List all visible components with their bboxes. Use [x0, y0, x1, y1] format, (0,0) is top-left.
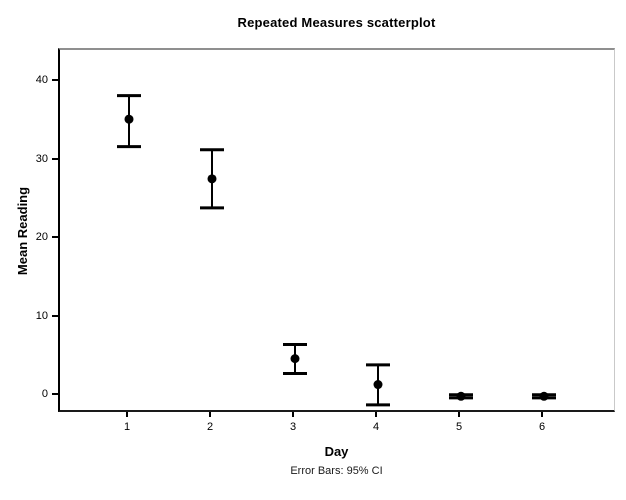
- error-bar-point: [200, 148, 224, 210]
- mean-marker: [207, 174, 217, 184]
- x-tick-mark: [458, 412, 460, 417]
- y-tick-label: 10: [35, 309, 48, 322]
- x-tick-label: 6: [538, 421, 546, 433]
- y-tick-mark: [52, 236, 58, 239]
- mean-marker: [373, 380, 383, 390]
- mean-marker: [124, 114, 134, 124]
- error-bar-point: [117, 94, 141, 149]
- y-tick-label: 0: [41, 388, 48, 401]
- x-tick-label: 4: [372, 421, 380, 433]
- x-tick-mark: [209, 412, 211, 417]
- y-tick-mark: [52, 393, 58, 396]
- x-tick-label: 2: [206, 421, 214, 433]
- x-tick-label: 1: [123, 421, 131, 433]
- error-bars-footnote: Error Bars: 95% CI: [290, 465, 383, 477]
- y-tick-mark: [52, 314, 58, 317]
- x-tick-mark: [375, 412, 377, 417]
- y-tick-label: 30: [35, 152, 48, 165]
- mean-marker: [290, 354, 300, 364]
- error-bar-plot: [117, 94, 556, 407]
- x-tick-label: 5: [455, 421, 463, 433]
- x-tick-mark: [126, 412, 128, 417]
- y-tick-label: 20: [35, 231, 48, 244]
- mean-marker: [539, 391, 549, 401]
- y-tick-label: 40: [35, 74, 48, 87]
- error-bar-point: [283, 342, 307, 376]
- x-axis-title: Day: [324, 444, 349, 459]
- error-bar-point: [366, 363, 390, 407]
- error-bar-point: [449, 391, 473, 401]
- chart-title: Repeated Measures scatterplot: [237, 15, 436, 30]
- error-bar-point: [532, 391, 556, 401]
- y-tick-mark: [52, 79, 58, 82]
- x-tick-label: 3: [289, 421, 297, 433]
- mean-marker: [456, 391, 466, 401]
- x-tick-mark: [541, 412, 543, 417]
- x-tick-mark: [292, 412, 294, 417]
- plot-area: [58, 48, 615, 412]
- y-tick-mark: [52, 157, 58, 160]
